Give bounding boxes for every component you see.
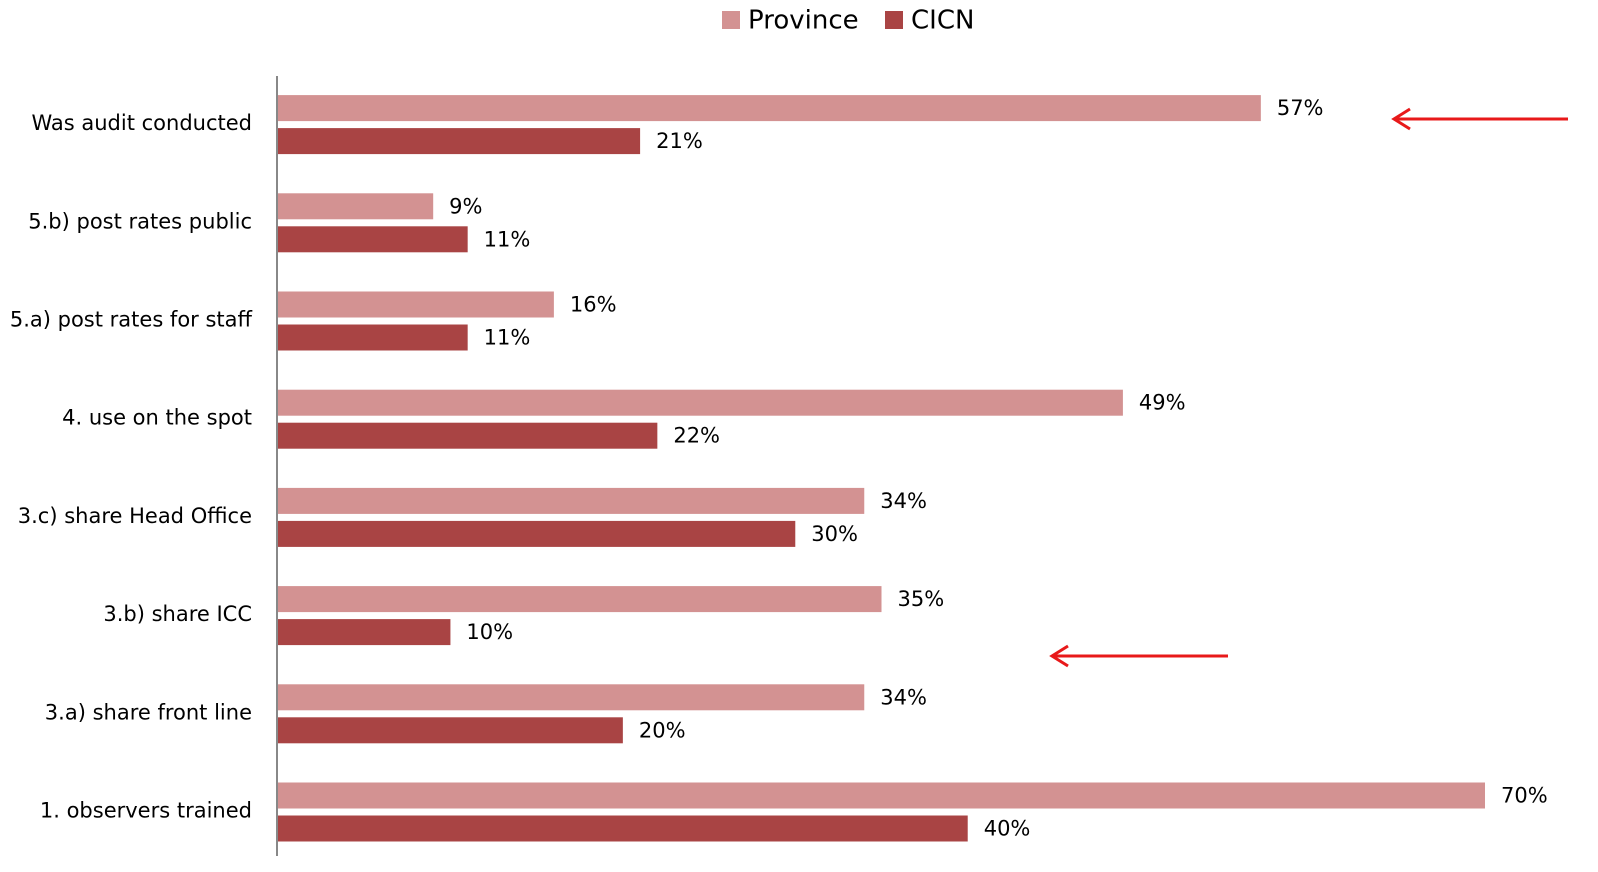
bar [278, 520, 796, 547]
bar [278, 324, 468, 351]
y-tick-label: 3.a) share front line [45, 700, 252, 724]
legend-swatch [885, 11, 903, 29]
data-label: 11% [484, 326, 531, 350]
data-label: 40% [984, 817, 1031, 841]
data-label: 49% [1139, 391, 1186, 415]
data-label: 30% [811, 522, 858, 546]
legend-label: Province [748, 6, 859, 36]
bar [278, 782, 1485, 809]
data-label: 34% [880, 685, 927, 709]
data-label: 57% [1277, 96, 1324, 120]
bar [278, 226, 468, 253]
bar [278, 487, 865, 514]
data-label: 70% [1501, 784, 1548, 808]
data-label: 9% [449, 194, 482, 218]
y-tick-label: 5.b) post rates public [28, 209, 252, 233]
y-tick-label: Was audit conducted [31, 111, 252, 135]
bar [278, 684, 865, 711]
bar [278, 128, 641, 155]
bar [278, 95, 1261, 122]
y-tick-label: 1. observers trained [40, 799, 252, 823]
data-label: 22% [673, 424, 720, 448]
data-label: 11% [484, 227, 531, 251]
legend-swatch [722, 11, 740, 29]
arrow [1391, 107, 1568, 131]
bar [278, 422, 658, 449]
bar [278, 815, 968, 842]
data-label: 35% [898, 587, 945, 611]
data-label: 10% [466, 620, 513, 644]
bar [278, 389, 1123, 416]
y-tick-label: 4. use on the spot [62, 406, 252, 430]
legend-label: CICN [911, 6, 974, 36]
bar [278, 291, 554, 318]
y-tick-label: 3.b) share ICC [103, 602, 252, 626]
bar [278, 193, 434, 220]
data-label: 21% [656, 129, 703, 153]
data-label: 20% [639, 718, 686, 742]
bar [278, 586, 882, 613]
arrow [1049, 644, 1228, 668]
bar [278, 619, 451, 646]
y-tick-label: 5.a) post rates for staff [10, 308, 253, 332]
data-label: 34% [880, 489, 927, 513]
bar [278, 717, 623, 744]
y-tick-label: 3.c) share Head Office [18, 504, 252, 528]
data-label: 16% [570, 293, 617, 317]
